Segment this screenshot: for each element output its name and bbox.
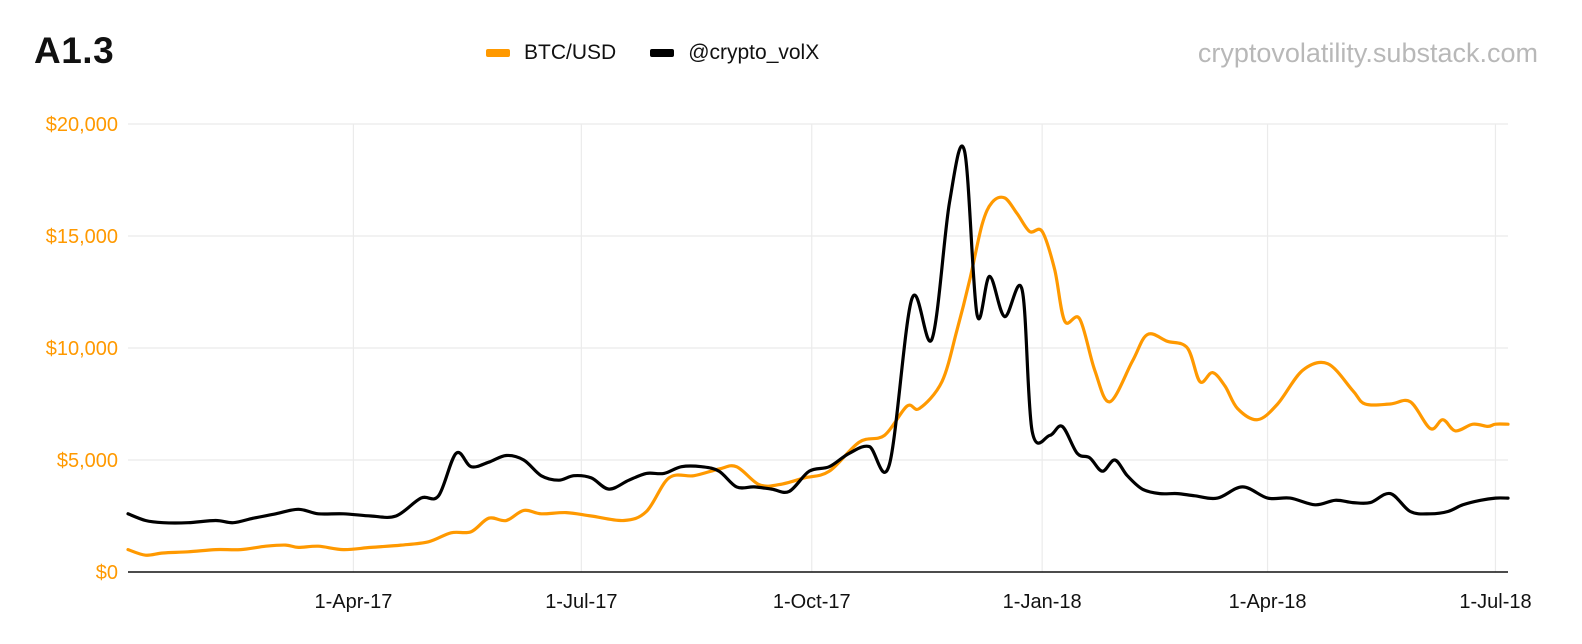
legend-swatch-btc (486, 49, 510, 57)
x-tick-label: 1-Apr-17 (315, 591, 393, 613)
legend-swatch-volx (650, 49, 675, 57)
chart-title: A1.3 (34, 30, 115, 71)
legend: BTC/USD @crypto_volX (486, 41, 853, 65)
y-tick-label: $0 (96, 562, 118, 584)
y-tick-label: $10,000 (46, 338, 118, 360)
x-tick-label: 1-Jul-17 (545, 591, 617, 613)
y-tick-label: $15,000 (46, 226, 118, 248)
x-tick-label: 1-Oct-17 (773, 591, 851, 613)
y-tick-label: $5,000 (57, 450, 118, 472)
btc-usd-line (126, 195, 1510, 557)
legend-item-volx: @crypto_volX (650, 41, 819, 65)
axis-layer: $0 $5,000 $10,000 $15,000 $20,000 1-Apr-17 1-J… (46, 114, 1532, 613)
legend-label-btc: BTC/USD (524, 41, 617, 64)
x-tick-label: 1-Jan-18 (1003, 591, 1082, 613)
y-tick-label: $20,000 (46, 114, 118, 136)
source-attribution: cryptovolatility.substack.com (1197, 38, 1538, 68)
legend-item-btc: BTC/USD (486, 41, 616, 65)
legend-label-volx: @crypto_volX (688, 41, 820, 64)
x-tick-label: 1-Jul-18 (1459, 591, 1531, 613)
x-tick-label: 1-Apr-18 (1229, 591, 1307, 613)
grid-layer (128, 123, 1508, 572)
crypto-volx-line (126, 144, 1510, 525)
series-layer (126, 144, 1510, 557)
